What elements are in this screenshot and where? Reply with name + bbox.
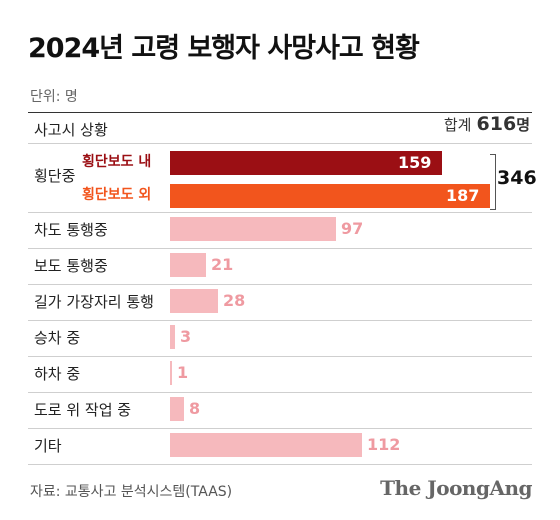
bar-1 [170,184,490,208]
bar-3 [170,253,206,277]
row-divider [28,284,532,285]
row-label-6: 하차 중 [34,365,81,383]
row-divider [28,320,532,321]
header-rule [28,143,532,144]
sub-label-crosswalk-outside: 횡단보도 외 [82,187,152,203]
row-label-2: 차도 통행중 [34,221,108,239]
unit-label: 단위: 명 [30,89,78,105]
total-label: 합계 [443,116,472,134]
bar-value-label-7: 8 [189,399,201,418]
source-note: 자료: 교통사고 분석시스템(TAAS) [30,484,233,500]
row-label-7: 도로 위 작업 중 [34,401,132,419]
row-divider [28,428,532,429]
bar-value-label-6: 1 [177,363,189,382]
category-header: 사고시 상황 [34,121,108,139]
bar-value-label-3: 21 [211,255,234,274]
bar-2 [170,217,336,241]
bar-value-label-0: 159 [398,153,432,172]
bar-value-label-2: 97 [341,219,364,238]
bar-7 [170,397,184,421]
row-label-4: 길가 가장자리 통행 [34,293,154,311]
total-value: 616 [476,113,517,135]
row-label-3: 보도 통행중 [34,257,108,275]
row-divider [28,392,532,393]
total-count: 합계 616명 [444,113,530,135]
crossing-group-label: 횡단중 [34,167,76,185]
bar-value-label-4: 28 [223,291,246,310]
bar-4 [170,289,218,313]
bar-value-label-8: 112 [367,435,401,454]
publisher-logo: The JoongAng [380,476,532,500]
crossing-group-bracket [490,154,496,210]
row-label-8: 기타 [34,437,62,455]
row-divider [28,212,532,213]
row-divider [28,356,532,357]
bar-0 [170,151,442,175]
bar-5 [170,325,175,349]
bar-value-label-5: 3 [180,327,192,346]
bar-value-label-1: 187 [446,186,480,205]
row-divider [28,248,532,249]
bar-6 [170,361,172,385]
top-rule [28,112,532,113]
row-divider [28,464,532,465]
total-suffix: 명 [516,116,530,134]
chart-title: 2024년 고령 보행자 사망사고 현황 [28,33,420,64]
sub-label-crosswalk-inside: 횡단보도 내 [82,154,152,170]
bar-8 [170,433,362,457]
row-label-5: 승차 중 [34,329,81,347]
crossing-group-sum: 346 [497,167,537,189]
